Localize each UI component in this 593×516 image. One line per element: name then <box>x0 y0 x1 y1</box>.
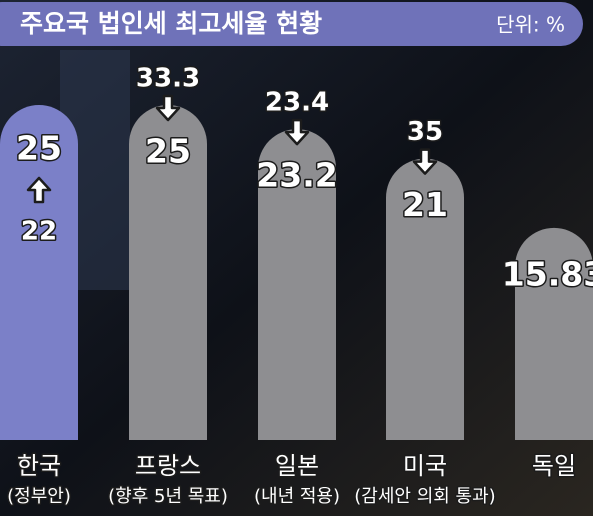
previous-value-label: 23.4 <box>265 88 329 118</box>
unit-label: 단위: % <box>496 13 565 37</box>
title-bar <box>0 2 583 46</box>
value-label: 21 <box>402 185 448 224</box>
category-label: 한국 <box>17 452 61 480</box>
value-label: 15.83 <box>502 254 593 293</box>
change-arrow <box>26 176 52 204</box>
category-label: 일본 <box>275 452 319 480</box>
bar <box>258 129 336 440</box>
value-label: 25 <box>145 132 191 171</box>
category-label: 독일 <box>532 452 576 480</box>
bar <box>129 105 207 440</box>
change-arrow <box>284 118 310 146</box>
category-subtitle: (향후 5년 목표) <box>108 486 228 507</box>
previous-value-label: 35 <box>407 117 443 147</box>
bar <box>0 105 78 440</box>
change-arrow <box>155 94 181 122</box>
previous-value-label: 22 <box>21 217 57 247</box>
category-subtitle: (내년 적용) <box>254 486 340 507</box>
chart-title: 주요국 법인세 최고세율 현황 <box>20 9 322 38</box>
category-subtitle: (감세안 의회 통과) <box>354 486 495 507</box>
category-subtitle: (정부안) <box>7 486 71 507</box>
bar <box>386 158 464 440</box>
change-arrow <box>412 148 438 175</box>
category-label: 프랑스 <box>135 452 201 480</box>
category-label: 미국 <box>403 452 447 480</box>
value-label: 23.2 <box>256 156 337 195</box>
bar <box>515 227 593 440</box>
value-label: 25 <box>16 129 62 168</box>
previous-value-label: 33.3 <box>136 64 200 94</box>
